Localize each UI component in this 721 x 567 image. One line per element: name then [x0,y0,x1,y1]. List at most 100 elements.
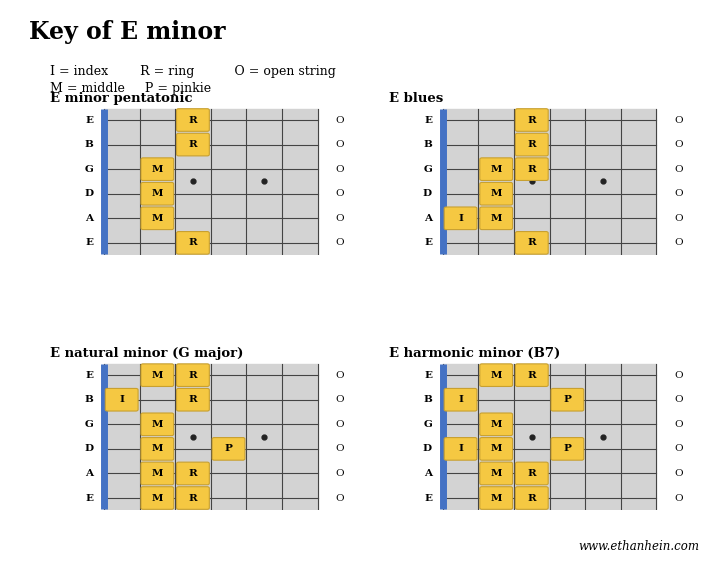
Text: R: R [528,238,536,247]
Text: D: D [423,189,432,198]
FancyBboxPatch shape [177,133,209,156]
FancyBboxPatch shape [479,486,513,509]
Text: M: M [490,420,502,429]
Text: E: E [424,238,432,247]
FancyBboxPatch shape [516,231,548,254]
Text: O: O [674,238,683,247]
Text: O: O [335,395,344,404]
Text: O: O [335,420,344,429]
Text: M: M [151,493,163,502]
Text: R: R [528,140,536,149]
Text: M: M [151,469,163,478]
Text: G: G [84,164,93,174]
Text: D: D [423,445,432,454]
Text: O: O [335,214,344,223]
Text: R: R [528,164,536,174]
Text: I: I [119,395,124,404]
Text: E: E [424,493,432,502]
Text: M: M [490,445,502,454]
Text: Key of E minor: Key of E minor [29,20,226,44]
Text: I: I [458,214,463,223]
Text: E harmonic minor (B7): E harmonic minor (B7) [389,347,561,360]
Text: O: O [674,493,683,502]
FancyBboxPatch shape [479,413,513,435]
FancyBboxPatch shape [177,486,209,509]
Text: R: R [528,469,536,478]
FancyBboxPatch shape [516,158,548,180]
Text: O: O [674,189,683,198]
Text: M: M [151,164,163,174]
Text: A: A [85,469,93,478]
Text: M: M [490,469,502,478]
FancyBboxPatch shape [516,462,548,485]
FancyBboxPatch shape [177,388,209,411]
Text: R: R [189,116,198,125]
Text: O: O [335,445,344,454]
Text: O: O [674,420,683,429]
Text: R: R [528,371,536,380]
FancyBboxPatch shape [177,231,209,254]
Text: M: M [490,189,502,198]
Text: G: G [423,420,432,429]
Text: P: P [564,395,571,404]
Text: P: P [564,445,571,454]
Text: O: O [335,116,344,125]
Text: O: O [674,371,683,380]
FancyBboxPatch shape [479,364,513,387]
Bar [104,364,317,509]
Text: M: M [490,164,502,174]
FancyBboxPatch shape [479,158,513,180]
FancyBboxPatch shape [479,183,513,205]
FancyBboxPatch shape [479,438,513,460]
Text: E: E [424,116,432,125]
FancyBboxPatch shape [551,388,584,411]
Text: O: O [335,189,344,198]
FancyBboxPatch shape [141,207,174,230]
Text: A: A [424,214,432,223]
Text: E: E [85,493,93,502]
FancyBboxPatch shape [444,388,477,411]
Text: O: O [674,214,683,223]
Text: R: R [189,140,198,149]
Text: M: M [151,420,163,429]
Text: B: B [84,395,93,404]
Text: E: E [85,371,93,380]
Text: O: O [335,140,344,149]
Text: R: R [189,469,198,478]
FancyBboxPatch shape [177,109,209,132]
Text: M = middle     P = pinkie: M = middle P = pinkie [50,82,211,95]
FancyBboxPatch shape [516,486,548,509]
Bar [443,364,656,509]
Text: O: O [335,493,344,502]
Text: O: O [674,164,683,174]
FancyBboxPatch shape [141,413,174,435]
Text: M: M [151,371,163,380]
Text: D: D [84,445,93,454]
Text: R: R [189,238,198,247]
FancyBboxPatch shape [444,207,477,230]
Text: G: G [84,420,93,429]
FancyBboxPatch shape [141,158,174,180]
Text: M: M [490,493,502,502]
FancyBboxPatch shape [177,462,209,485]
Text: O: O [674,140,683,149]
Text: M: M [151,445,163,454]
Text: I: I [458,395,463,404]
FancyBboxPatch shape [479,207,513,230]
FancyBboxPatch shape [212,438,245,460]
Text: G: G [423,164,432,174]
Text: M: M [490,371,502,380]
Text: A: A [85,214,93,223]
Text: M: M [151,214,163,223]
FancyBboxPatch shape [444,438,477,460]
Text: I: I [458,445,463,454]
FancyBboxPatch shape [141,462,174,485]
Text: P: P [225,445,232,454]
FancyBboxPatch shape [177,364,209,387]
Text: R: R [189,371,198,380]
Text: A: A [424,469,432,478]
Bar [104,109,317,254]
Text: O: O [335,238,344,247]
Text: O: O [674,469,683,478]
FancyBboxPatch shape [479,462,513,485]
